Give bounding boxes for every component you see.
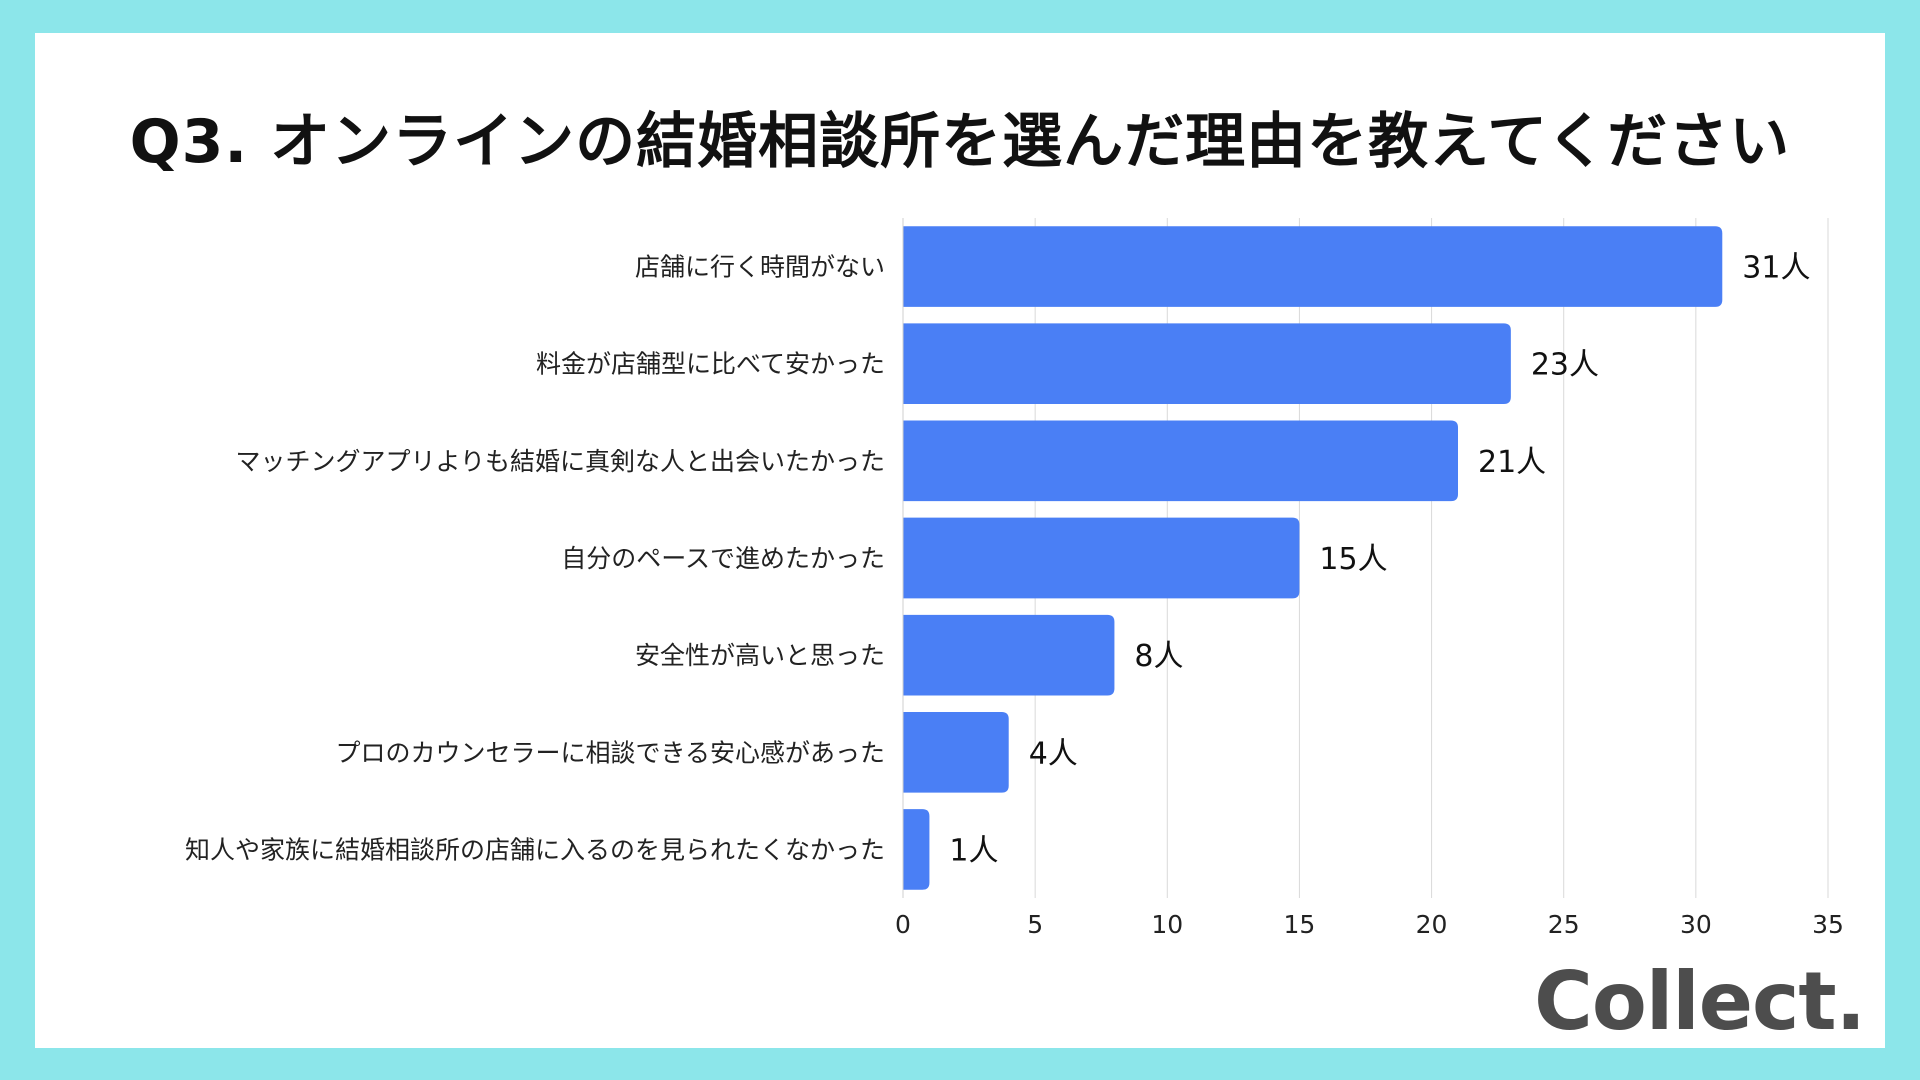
category-label: 料金が店舗型に比べて安かった [536, 350, 885, 379]
bar [903, 517, 1300, 599]
chart-title: Q3. オンラインの結婚相談所を選んだ理由を教えてください [129, 107, 1791, 177]
x-tick-label: 30 [1680, 910, 1712, 939]
x-tick-label: 5 [1027, 910, 1043, 939]
data-label: 31人 [1742, 251, 1810, 286]
bar [903, 323, 1511, 405]
category-label: 自分のペースで進めたかった [561, 544, 885, 573]
data-label: 8人 [1134, 639, 1183, 674]
x-tick-label: 25 [1548, 910, 1580, 939]
category-label: 店舗に行く時間がない [635, 253, 885, 282]
data-label: 21人 [1478, 445, 1546, 480]
category-label: プロのカウンセラーに相談できる安心感があった [335, 738, 885, 767]
collect-logo: Collect. [1534, 955, 1866, 1048]
category-label: 安全性が高いと思った [635, 641, 885, 670]
x-tick-label: 0 [895, 910, 911, 939]
x-tick-label: 35 [1812, 910, 1844, 939]
data-label: 23人 [1531, 348, 1599, 383]
bar [903, 711, 1009, 793]
category-label: マッチングアプリよりも結婚に真剣な人と出会いたかった [235, 447, 885, 476]
category-label: 知人や家族に結婚相談所の店舗に入るのを見られたくなかった [185, 835, 885, 864]
data-label: 15人 [1319, 542, 1387, 577]
bar [903, 809, 930, 890]
bar [903, 226, 1723, 307]
data-label: 1人 [949, 833, 998, 868]
bar [903, 420, 1458, 502]
data-label: 4人 [1029, 736, 1078, 771]
bar-chart: 0 5 10 15 20 25 30 35 店舗に行く時間がない 31人料金が店舗型に比べて安かっ… [185, 218, 1844, 939]
x-tick-label: 20 [1416, 910, 1448, 939]
chart-card: Q3. オンラインの結婚相談所を選んだ理由を教えてください 0 5 10 15 20 25… [35, 33, 1885, 1048]
bar [903, 614, 1115, 696]
x-tick-label: 15 [1284, 910, 1316, 939]
x-tick-label: 10 [1151, 910, 1183, 939]
